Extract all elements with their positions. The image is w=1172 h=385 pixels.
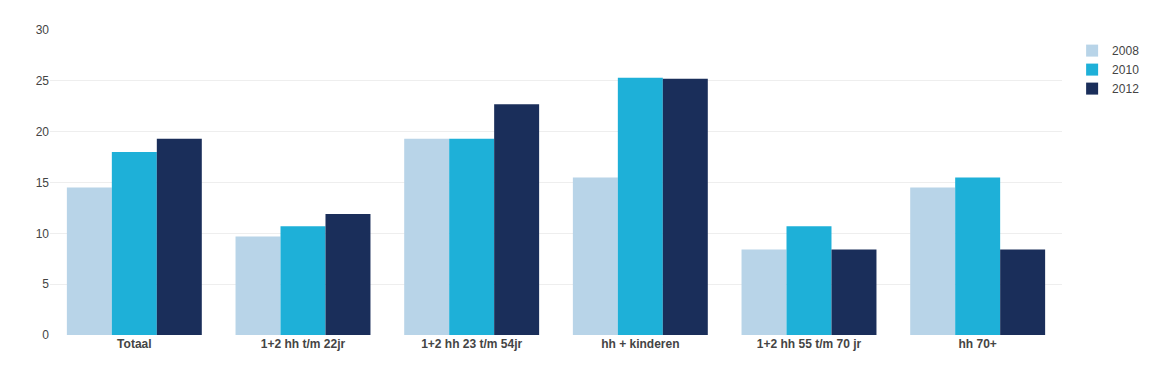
svg-text:30: 30: [36, 23, 50, 37]
svg-text:0: 0: [42, 328, 49, 342]
svg-text:5: 5: [42, 277, 49, 291]
svg-text:25: 25: [36, 74, 50, 88]
svg-text:10: 10: [36, 227, 50, 241]
svg-text:2010: 2010: [1112, 63, 1139, 77]
svg-text:hh + kinderen: hh + kinderen: [601, 337, 679, 351]
svg-text:1+2 hh 23 t/m 54jr: 1+2 hh 23 t/m 54jr: [421, 337, 522, 351]
svg-text:1+2 hh t/m 22jr: 1+2 hh t/m 22jr: [261, 337, 346, 351]
svg-text:20: 20: [36, 125, 50, 139]
svg-text:15: 15: [36, 176, 50, 190]
svg-text:1+2 hh 55 t/m 70 jr: 1+2 hh 55 t/m 70 jr: [757, 337, 862, 351]
svg-text:2008: 2008: [1112, 44, 1139, 58]
svg-text:Totaal: Totaal: [117, 337, 151, 351]
svg-text:2012: 2012: [1112, 82, 1139, 96]
svg-text:hh 70+: hh 70+: [958, 337, 996, 351]
